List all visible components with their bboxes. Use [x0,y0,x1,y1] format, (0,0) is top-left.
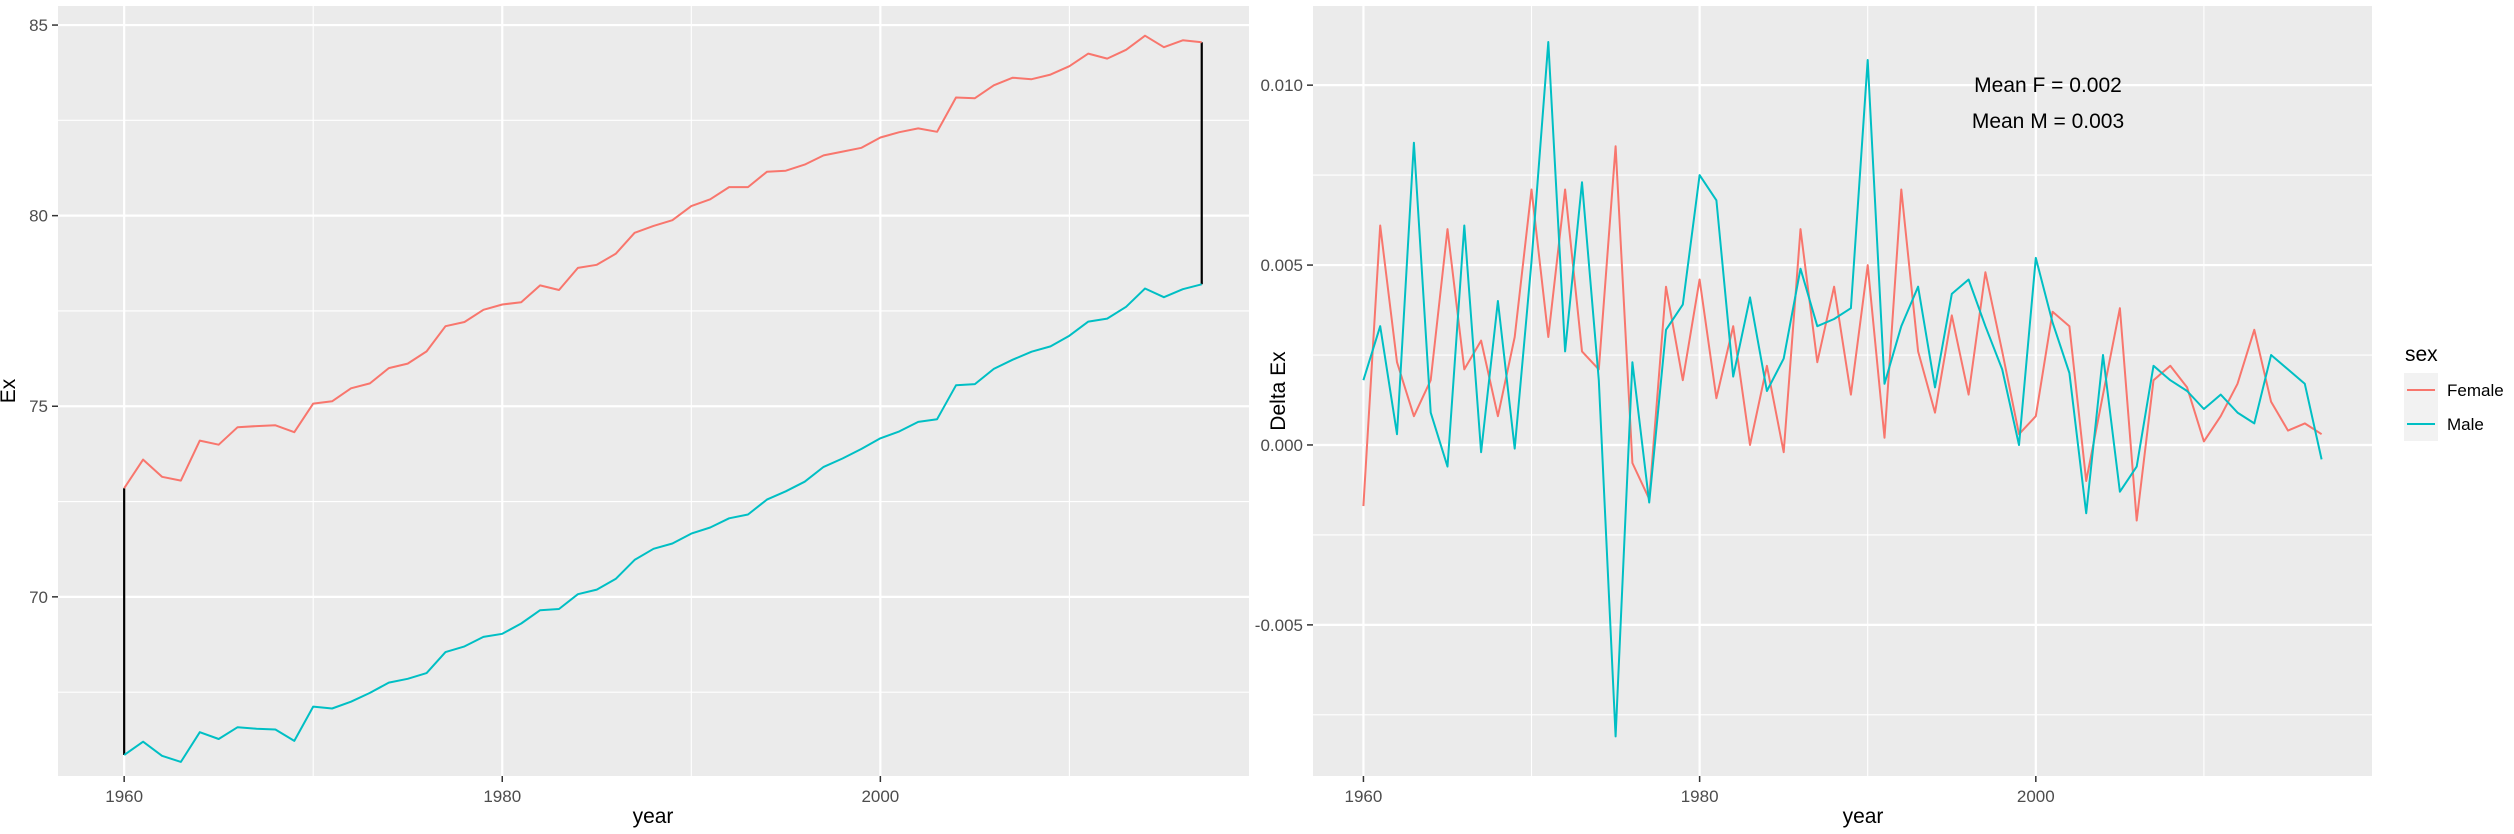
ex-y-tick-label: 80 [29,207,48,226]
ex-gap-segments [123,42,1203,756]
ex-series-lines [123,34,1202,763]
ex-y-tick-label: 85 [29,16,48,35]
mean-female-annotation: Mean F = 0.002 [1974,74,2122,97]
ex-x-ticks: 1960 1980 2000 [105,776,899,806]
delta-ex-series-lines [1362,41,2323,738]
ex-female-line [123,34,1202,489]
delta-ex-x-tick-label: 1980 [1681,787,1719,806]
delta-ex-x-tick-label: 2000 [2017,787,2055,806]
delta-ex-y-tick-label: 0.010 [1260,76,1303,95]
delta-ex-y-tick-label: 0.000 [1260,436,1303,455]
delta-ex-chart: 1960 1980 2000 -0.005 0.000 0.005 0.010 Mean … [1255,6,2372,828]
delta-ex-y-tick-label: -0.005 [1255,616,1303,635]
legend: sex Female Male [2404,343,2504,441]
ex-x-tick-label: 1960 [105,787,143,806]
ex-chart: 1960 1980 2000 70 75 80 85 year Ex [0,6,1249,828]
delta-ex-y-ticks: -0.005 0.000 0.005 0.010 [1255,76,1313,635]
delta-ex-x-ticks: 1960 1980 2000 [1345,776,2055,806]
legend-label-male: Male [2447,415,2484,434]
ex-y-axis-title: Ex [0,378,20,403]
mean-male-annotation: Mean M = 0.003 [1972,110,2124,133]
ex-x-axis-title: year [633,805,674,828]
ex-plot-panel [58,6,1249,776]
delta-ex-x-tick-label: 1960 [1345,787,1383,806]
legend-label-female: Female [2447,381,2504,400]
delta-ex-x-axis-title: year [1843,805,1884,828]
ex-male-line [123,283,1202,763]
ex-y-tick-label: 70 [29,588,48,607]
delta-ex-y-axis-title: Delta Ex [1267,351,1290,431]
ex-x-tick-label: 2000 [861,787,899,806]
legend-title: sex [2405,343,2438,366]
delta-ex-y-tick-label: 0.005 [1260,256,1303,275]
delta-ex-plot-panel [1313,6,2372,776]
delta-ex-gridlines [1313,6,2372,776]
ex-y-tick-label: 75 [29,397,48,416]
delta-ex-male-line [1362,41,2323,738]
ex-x-tick-label: 1980 [483,787,521,806]
ex-gridlines [58,6,1249,776]
ex-y-ticks: 70 75 80 85 [29,16,58,607]
